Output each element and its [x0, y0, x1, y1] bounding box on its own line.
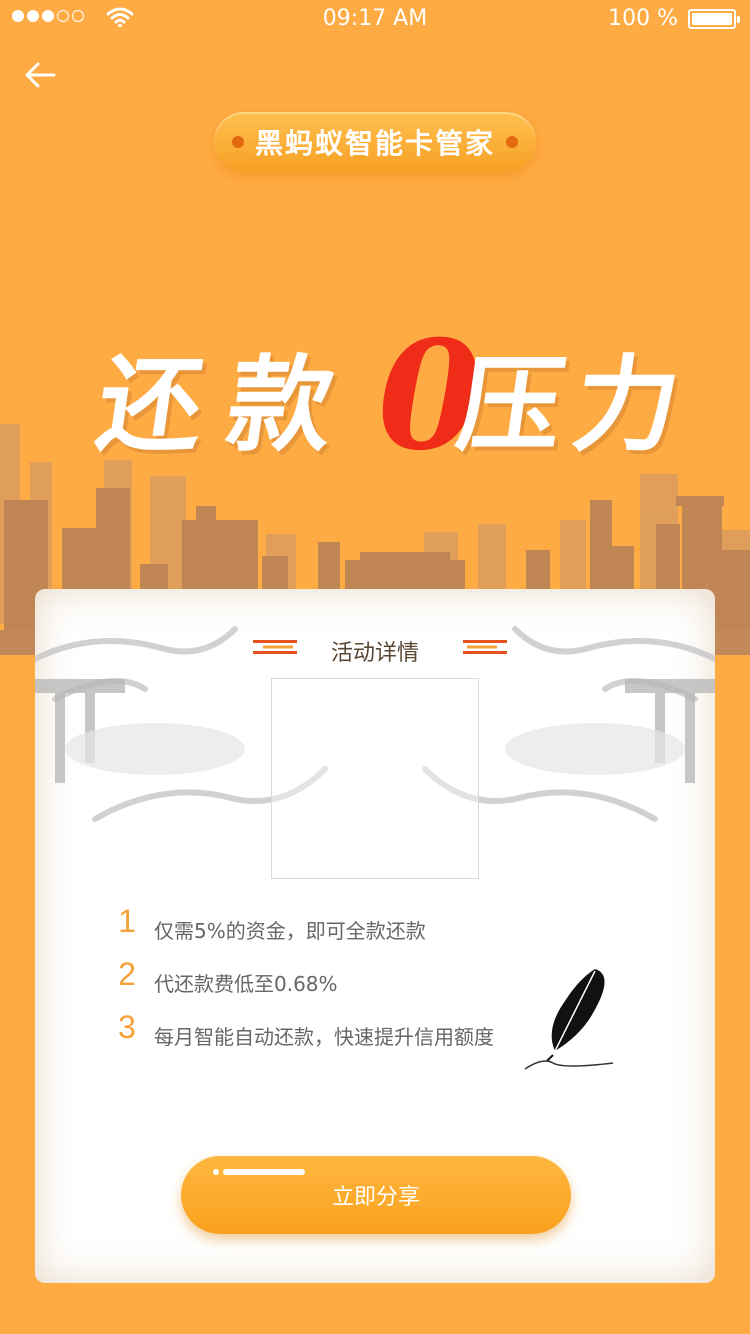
feature-text: 仅需5%的资金，即可全款还款 — [154, 919, 426, 943]
button-highlight-dot — [213, 1169, 219, 1175]
arrow-left-icon — [25, 62, 56, 88]
feature-number: 2 — [118, 956, 136, 992]
signal-strength-icon — [12, 10, 84, 22]
brand-title-badge: 黑蚂蚁智能卡管家 — [214, 112, 536, 172]
battery-percentage: 100 % — [608, 6, 678, 31]
section-title-text: 活动详情 — [311, 641, 439, 666]
share-button-label: 立即分享 — [331, 1185, 420, 1210]
feature-number: 3 — [118, 1009, 136, 1045]
quill-icon — [524, 969, 614, 1070]
status-time: 09:17 AM — [322, 6, 428, 31]
back-button[interactable] — [20, 56, 64, 96]
title-decoration-left — [253, 640, 297, 654]
activity-card: 活动详情 1 仅需5%的资金，即可全款还款 2 代还款费低至0.68% 3 每月… — [35, 589, 715, 1283]
title-decoration-right — [463, 640, 507, 654]
status-bar: 09:17 AM 100 % — [0, 0, 750, 40]
battery-icon — [688, 9, 740, 29]
feature-text: 代还款费低至0.68% — [154, 972, 338, 996]
brand-title: 黑蚂蚁智能卡管家 — [254, 127, 495, 160]
pill-dot-right — [506, 136, 518, 148]
feature-number: 1 — [118, 903, 136, 939]
ink-landscape-decoration — [35, 626, 715, 822]
wifi-icon — [106, 7, 134, 28]
share-button[interactable]: 立即分享 — [181, 1156, 571, 1234]
pill-dot-left — [232, 136, 244, 148]
section-title: 活动详情 — [35, 635, 715, 667]
button-highlight-bar — [223, 1169, 305, 1175]
feature-text: 每月智能自动还款，快速提升信用额度 — [154, 1025, 494, 1049]
image-placeholder — [271, 678, 479, 879]
